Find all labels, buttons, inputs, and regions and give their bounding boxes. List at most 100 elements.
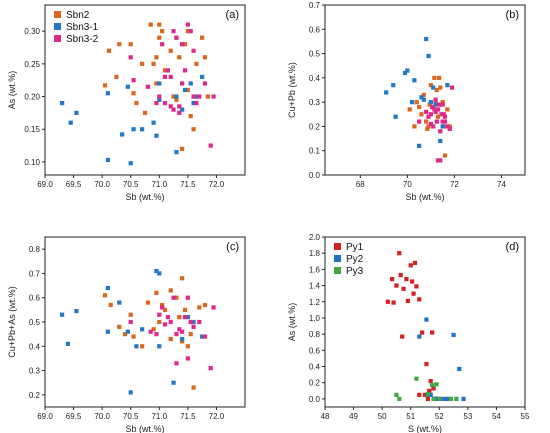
data-point xyxy=(442,119,448,124)
data-point xyxy=(428,392,433,397)
data-point xyxy=(208,366,213,371)
data-point xyxy=(424,317,429,322)
data-point xyxy=(202,302,208,308)
data-point xyxy=(188,332,193,337)
data-point xyxy=(154,290,159,295)
data-point xyxy=(157,35,162,40)
data-point xyxy=(211,305,216,310)
x-tick-label: 71.0 xyxy=(151,412,167,421)
data-point xyxy=(182,315,188,320)
data-point xyxy=(154,55,159,60)
data-point xyxy=(191,385,196,390)
data-point xyxy=(140,61,145,66)
data-point xyxy=(157,81,162,86)
data-point xyxy=(157,271,162,276)
data-point xyxy=(393,114,398,119)
data-point xyxy=(435,158,441,163)
series-py2 xyxy=(417,317,466,402)
data-point xyxy=(426,114,431,119)
x-tick-label: 50 xyxy=(378,412,387,421)
data-point xyxy=(431,396,436,402)
data-point xyxy=(174,295,179,300)
y-tick-label: 0.8 xyxy=(309,330,321,339)
data-point xyxy=(432,75,437,80)
data-point xyxy=(177,315,182,320)
data-point xyxy=(437,102,442,107)
data-point xyxy=(162,322,168,327)
x-axis-label: Sb (wt.%) xyxy=(405,192,444,202)
data-point xyxy=(128,42,133,47)
legend-entry: Py3 xyxy=(346,266,364,277)
data-point xyxy=(414,100,419,105)
data-point xyxy=(180,146,185,151)
data-point xyxy=(417,104,422,110)
data-point xyxy=(120,132,125,137)
data-point xyxy=(160,302,165,308)
data-point xyxy=(440,102,445,107)
data-point xyxy=(440,124,445,129)
data-point xyxy=(180,276,185,281)
y-tick-label: 0.8 xyxy=(29,245,41,254)
data-point xyxy=(154,133,159,138)
legend-swatch xyxy=(54,35,61,42)
data-point xyxy=(128,312,133,317)
data-point xyxy=(427,388,432,393)
data-point xyxy=(433,97,438,102)
y-tick-label: 1.6 xyxy=(309,265,321,274)
data-point xyxy=(174,97,179,102)
data-point xyxy=(419,95,424,100)
data-point xyxy=(162,307,168,312)
data-point xyxy=(191,94,196,99)
data-point xyxy=(171,107,176,112)
data-point xyxy=(131,334,136,339)
x-tick-label: 70.0 xyxy=(94,412,110,421)
x-tick-label: 72.0 xyxy=(209,412,225,421)
series-py3 xyxy=(394,376,459,402)
data-point xyxy=(194,61,199,66)
data-point xyxy=(194,100,199,106)
data-point xyxy=(154,100,159,106)
data-point xyxy=(445,107,450,112)
data-point xyxy=(140,327,145,332)
series-sbn3-2 xyxy=(128,22,216,148)
data-point xyxy=(411,291,416,296)
data-point xyxy=(108,302,113,308)
data-point xyxy=(185,87,190,93)
data-point xyxy=(188,114,193,119)
panel-label: (d) xyxy=(506,241,519,253)
legend-swatch xyxy=(334,255,341,262)
data-point xyxy=(445,83,450,88)
data-point xyxy=(171,295,176,300)
x-tick-label: 70.5 xyxy=(123,412,139,421)
data-point xyxy=(445,396,450,402)
legend-swatch xyxy=(334,243,341,250)
data-point xyxy=(131,78,136,83)
data-point xyxy=(188,29,193,34)
data-point xyxy=(180,329,185,334)
legend-entry: Py2 xyxy=(346,254,364,265)
x-tick-label: 72.0 xyxy=(209,180,225,189)
data-point xyxy=(102,293,108,298)
data-point xyxy=(157,312,162,317)
series-sbn3-1 xyxy=(384,36,450,148)
data-point xyxy=(134,344,139,349)
x-tick-label: 69.0 xyxy=(37,412,53,421)
data-point xyxy=(165,315,170,320)
data-point xyxy=(402,70,408,76)
data-point xyxy=(398,272,403,278)
data-point xyxy=(157,97,162,102)
data-point xyxy=(145,84,150,89)
legend-swatch xyxy=(334,267,341,274)
data-point xyxy=(433,100,438,105)
data-point xyxy=(60,312,65,317)
data-point xyxy=(434,119,439,124)
data-point xyxy=(185,344,190,349)
data-point xyxy=(174,332,179,337)
x-tick-label: 71.5 xyxy=(180,180,196,189)
data-point xyxy=(419,112,424,117)
data-point xyxy=(117,300,122,305)
plot-frame xyxy=(324,4,526,176)
series-sbn2 xyxy=(102,22,210,151)
data-point xyxy=(414,376,419,381)
